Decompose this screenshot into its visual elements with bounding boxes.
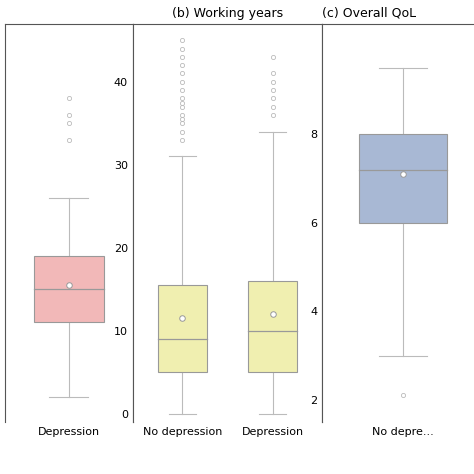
Text: (c) Overall QoL: (c) Overall QoL xyxy=(322,7,417,20)
Title: (b) Working years: (b) Working years xyxy=(172,7,283,20)
Bar xyxy=(34,256,104,322)
Bar xyxy=(157,285,207,372)
Bar xyxy=(248,281,298,372)
Bar xyxy=(358,134,447,223)
